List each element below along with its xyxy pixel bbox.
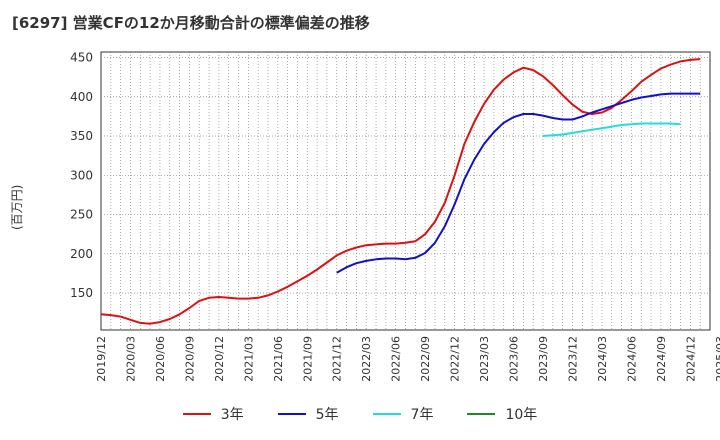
legend-swatch [182, 413, 211, 415]
y-tick-label: 150 [70, 286, 93, 300]
x-tick-label: 2024/09 [655, 336, 668, 382]
series-line-3年 [100, 58, 701, 325]
y-tick-label: 250 [70, 208, 93, 222]
legend-swatch [467, 413, 496, 415]
x-tick-label: 2023/12 [566, 336, 579, 382]
legend-item: 5年 [277, 404, 339, 424]
x-tick-label: 2021/06 [272, 336, 285, 382]
x-tick-label: 2023/03 [478, 336, 491, 382]
chart-legend: 3年 5年 7年 10年 [0, 404, 720, 424]
legend-item: 10年 [467, 404, 537, 424]
x-tick-label: 2020/12 [213, 336, 226, 382]
legend-swatch [372, 413, 401, 415]
x-tick-label: 2024/12 [684, 336, 697, 382]
x-tick-label: 2023/09 [537, 336, 550, 382]
x-tick-label: 2022/06 [390, 336, 403, 382]
x-tick-label: 2021/09 [301, 336, 314, 382]
legend-swatch [277, 413, 306, 415]
legend-item: 3年 [182, 404, 244, 424]
x-tick-label: 2022/12 [449, 336, 462, 382]
legend-item: 7年 [372, 404, 434, 424]
x-tick-label: 2020/03 [124, 336, 137, 382]
y-tick-label: 350 [70, 129, 93, 143]
x-tick-label: 2021/03 [242, 336, 255, 382]
x-tick-label: 2019/12 [95, 336, 108, 382]
chart-title: [6297] 営業CFの12か月移動合計の標準偏差の推移 [12, 14, 370, 32]
legend-label: 3年 [220, 407, 244, 423]
y-tick-label: 450 [70, 50, 93, 64]
legend-label: 7年 [410, 407, 434, 423]
x-tick-label: 2020/09 [183, 336, 196, 382]
legend-label: 10年 [505, 407, 538, 423]
y-tick-label: 200 [70, 247, 93, 261]
x-tick-label: 2021/12 [331, 336, 344, 382]
x-tick-label: 2020/06 [154, 336, 167, 382]
x-tick-label: 2025/03 [714, 336, 720, 382]
x-tick-label: 2023/06 [508, 336, 521, 382]
x-tick-label: 2022/09 [419, 336, 432, 382]
y-tick-label: 400 [70, 90, 93, 104]
y-tick-label: 300 [70, 168, 93, 182]
x-tick-label: 2022/03 [360, 336, 373, 382]
series-line-7年 [542, 122, 681, 137]
series-line-5年 [336, 92, 701, 274]
x-tick-label: 2024/03 [596, 336, 609, 382]
x-tick-label: 2024/06 [625, 336, 638, 382]
legend-label: 5年 [315, 407, 339, 423]
